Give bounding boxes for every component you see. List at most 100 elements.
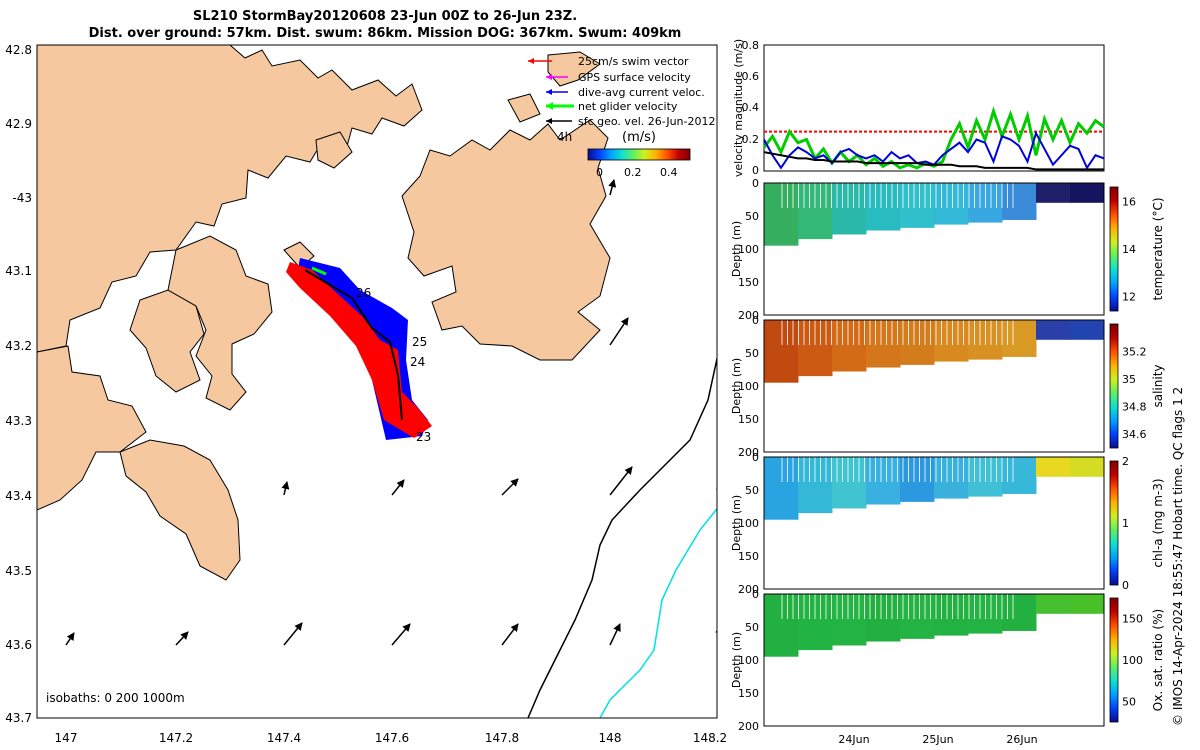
colorbar-tick: 2 — [1122, 455, 1129, 468]
depth-tick: 100 — [738, 380, 759, 393]
map-plot: 26 25 24 23 42.8 42.9 -43 43.1 — [5, 43, 728, 745]
depth-tick: 150 — [738, 276, 759, 289]
legend-label: GPS surface velocity — [578, 71, 691, 84]
profile-segment — [866, 594, 901, 642]
isobaths-label: isobaths: 0 200 1000m — [46, 691, 185, 705]
colorbar-tick: 12 — [1122, 291, 1136, 304]
profile-segment — [900, 183, 935, 228]
lat-tick: 43.4 — [5, 489, 32, 503]
depth-label: Depth (m) — [730, 221, 743, 277]
velocity-ytick: 0.2 — [742, 133, 760, 146]
lon-axis: 147 147.2 147.4 147.6 147.8 148 148.2 — [55, 731, 728, 745]
colorbar-tick: 50 — [1122, 695, 1136, 708]
profile-segment — [1070, 457, 1105, 477]
velocity-ytick: 0.6 — [742, 70, 760, 83]
colorbar-tick: 14 — [1122, 243, 1136, 256]
time-axis: 24Jun 25Jun 26Jun — [838, 733, 1037, 746]
colorbar-tick: 1 — [1122, 517, 1129, 530]
colorbar — [1109, 460, 1119, 586]
colorbar-tick: 16 — [1122, 195, 1136, 208]
profile-segment — [934, 320, 969, 362]
profile-segment — [866, 320, 901, 368]
velocity-series-line — [763, 151, 1104, 171]
legend-label: dive-avg current veloc. — [578, 86, 705, 99]
profile-segment — [866, 183, 901, 231]
profile-segment — [934, 183, 969, 225]
depth-tick: 100 — [738, 517, 759, 530]
geostrophic-arrows — [65, 179, 717, 646]
depth-tick: 50 — [745, 484, 759, 497]
profile-segment — [900, 594, 935, 639]
depth-tick: 50 — [745, 347, 759, 360]
lon-tick: 147.8 — [485, 731, 519, 745]
depth-tick: 200 — [738, 583, 759, 596]
isobath-1000 — [599, 507, 717, 718]
colorbar-label: Ox. sat. ratio (%) — [1151, 609, 1165, 711]
depth-tick: 50 — [745, 621, 759, 634]
track-label-23: 23 — [416, 430, 431, 444]
colorbar-label: chl-a (mg m-3) — [1151, 478, 1165, 567]
depth-label: Depth (m) — [730, 495, 743, 551]
colorbar-label: salinity — [1151, 364, 1165, 407]
lon-tick: 147.6 — [375, 731, 409, 745]
lat-tick: 43.5 — [5, 564, 32, 578]
velocity-ytick: 0.4 — [742, 101, 760, 114]
legend-label: net glider velocity — [578, 100, 678, 113]
profile-segment — [1036, 183, 1071, 203]
depth-tick: 100 — [738, 243, 759, 256]
depth-tick: 100 — [738, 654, 759, 667]
profile-segment — [832, 594, 867, 646]
colorbar-tick: 34.6 — [1122, 428, 1147, 441]
profile-segment — [934, 594, 969, 636]
depth-tick: 0 — [752, 177, 759, 190]
lat-tick: 42.8 — [5, 43, 32, 57]
lon-tick: 147 — [55, 731, 78, 745]
depth-tick: 50 — [745, 210, 759, 223]
depth-tick: 150 — [738, 687, 759, 700]
glider-track — [286, 258, 432, 440]
depth-label: Depth (m) — [730, 358, 743, 414]
velocity-ytick: 0.8 — [742, 39, 760, 52]
colorbar-tick: 150 — [1122, 613, 1143, 626]
profile-segment — [1036, 457, 1071, 477]
land — [37, 45, 611, 581]
isobath-200 — [527, 355, 717, 718]
lat-tick: 43.1 — [5, 264, 32, 278]
depth-tick: 0 — [752, 314, 759, 327]
colorbar-tick: 0 — [1122, 579, 1129, 592]
colorbar-units: (m/s) — [622, 130, 656, 145]
map-colorbar — [587, 148, 691, 161]
profile-segment — [1036, 320, 1071, 340]
legend-label: 25cm/s swim vector — [578, 55, 689, 68]
time-tick: 25Jun — [922, 733, 953, 746]
lat-tick: 42.9 — [5, 117, 32, 131]
depth-tick: 200 — [738, 446, 759, 459]
time-tick: 24Jun — [838, 733, 869, 746]
profile-panel-chl-a: 0 50 100 150 200 Depth (m) 0 1 2 chl-a (mg m-3) — [730, 451, 1165, 596]
lat-tick: 43.2 — [5, 339, 32, 353]
colorbar-tick: 100 — [1122, 654, 1143, 667]
profile-segment — [866, 457, 901, 505]
profile-panels: 0 0.2 0.4 0.6 0.8 velocity magnitude (m/… — [730, 39, 1185, 746]
profile-segment — [1070, 594, 1105, 614]
track-label-26: 26 — [356, 286, 371, 300]
lat-tick: 43.7 — [5, 711, 32, 725]
velocity-ylabel: velocity magnitude (m/s) — [732, 39, 745, 177]
velocity-panel: 0 0.2 0.4 0.6 0.8 velocity magnitude (m/… — [732, 39, 1105, 177]
colorbar-tick: 35 — [1122, 373, 1136, 386]
imos-credit: © IMOS 14-Apr-2024 18:55:47 Hobart time.… — [1171, 387, 1185, 726]
colorbar-tick: 35.2 — [1122, 346, 1147, 359]
depth-tick: 0 — [752, 451, 759, 464]
depth-label: Depth (m) — [730, 632, 743, 688]
scale-label: 4h — [557, 130, 572, 144]
lon-tick: 148 — [599, 731, 622, 745]
profile-segment — [900, 320, 935, 365]
velocity-series-line — [762, 106, 1105, 170]
profile-segment — [934, 457, 969, 499]
profile-segment — [900, 457, 935, 502]
title-line-1: SL210 StormBay20120608 23-Jun 00Z to 26-… — [192, 9, 578, 24]
velocity-ytick: 0 — [752, 164, 759, 177]
lon-tick: 147.4 — [267, 731, 301, 745]
depth-tick: 0 — [752, 588, 759, 601]
